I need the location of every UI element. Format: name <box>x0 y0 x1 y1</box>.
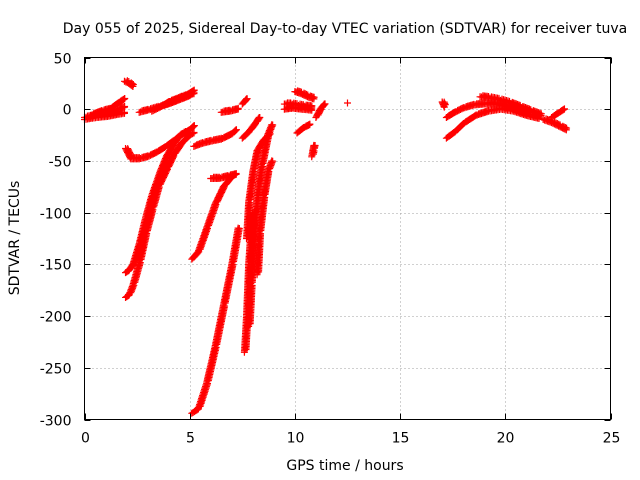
data-marker <box>189 130 197 138</box>
data-marker <box>180 129 188 137</box>
data-point <box>232 126 240 134</box>
data-point <box>310 95 318 103</box>
data-point <box>306 121 314 129</box>
x-tick-label: 0 <box>81 431 90 447</box>
y-tick-label: -150 <box>40 258 72 274</box>
data-marker <box>265 131 273 139</box>
data-markers <box>81 77 571 417</box>
data-point <box>560 105 568 113</box>
data-point <box>266 130 274 138</box>
y-tick-label: 0 <box>63 103 72 119</box>
data-marker <box>304 121 312 129</box>
data-marker <box>559 106 567 114</box>
data-marker <box>242 96 250 104</box>
data-marker <box>128 283 136 291</box>
data-point <box>190 90 198 98</box>
x-tick-label: 25 <box>603 431 621 447</box>
data-marker <box>254 115 262 123</box>
data-marker <box>267 122 275 130</box>
x-tick-label: 15 <box>392 431 410 447</box>
y-tick-label: -200 <box>40 310 72 326</box>
data-point <box>190 122 198 130</box>
data-point <box>268 157 276 165</box>
data-point <box>120 95 128 103</box>
y-axis-label: SDTVAR / TECUs <box>7 181 23 296</box>
plot-frame <box>84 57 611 420</box>
x-tick-label: 5 <box>186 431 195 447</box>
data-point <box>120 109 128 117</box>
data-point <box>344 99 351 107</box>
data-marker <box>320 101 328 109</box>
chart-title: Day 055 of 2025, Sidereal Day-to-day VTE… <box>63 21 627 37</box>
y-tick-label: -250 <box>40 362 72 378</box>
data-point <box>243 95 251 103</box>
data-marker <box>561 125 569 133</box>
data-point <box>310 141 318 149</box>
data-marker <box>128 82 136 90</box>
data-marker <box>189 123 197 131</box>
y-tick-label: -300 <box>40 414 72 430</box>
x-tick-label: 20 <box>497 431 515 447</box>
y-tick-label: 50 <box>54 52 72 68</box>
data-point <box>190 129 198 137</box>
data-point <box>232 170 240 178</box>
data-point <box>320 100 328 108</box>
data-marker <box>267 158 275 166</box>
y-tick-label: -100 <box>40 207 72 223</box>
data-point <box>440 103 448 111</box>
x-axis-label: GPS time / hours <box>286 458 403 474</box>
data-point <box>234 224 242 232</box>
grid-lines <box>84 57 611 420</box>
tick-labels: 0 5 10 15 20 25 50 0 -50 -100 -150 -200 -250 -300 <box>40 52 621 447</box>
data-marker <box>231 127 239 135</box>
axis-ticks <box>84 57 612 421</box>
y-tick-label: -50 <box>49 155 72 171</box>
x-tick-label: 10 <box>287 431 305 447</box>
data-point <box>268 121 276 129</box>
data-point <box>562 126 570 134</box>
data-point <box>181 128 189 136</box>
data-point <box>308 106 316 114</box>
data-point <box>129 82 137 90</box>
data-point <box>537 111 545 119</box>
data-marker <box>119 96 127 104</box>
data-point <box>255 113 263 121</box>
data-point <box>234 105 242 113</box>
